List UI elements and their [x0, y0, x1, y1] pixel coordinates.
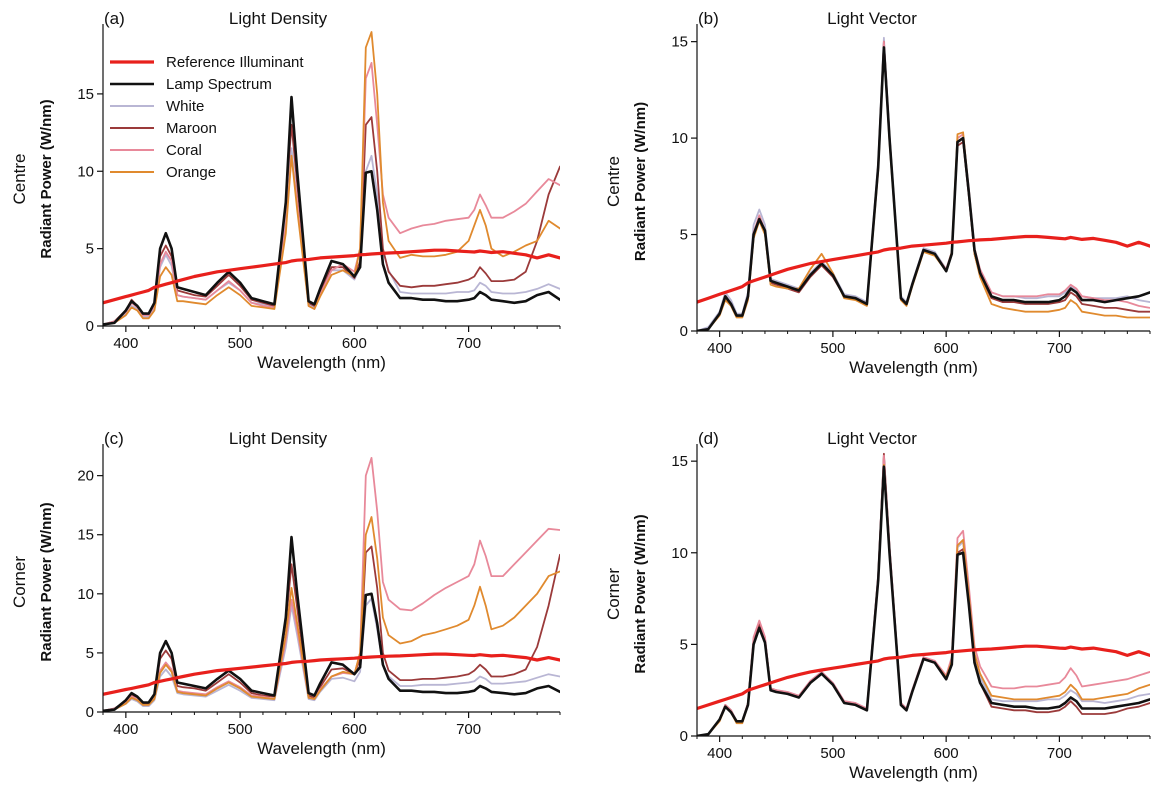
series-line-orange — [103, 31, 560, 326]
series-line-maroon — [103, 545, 560, 712]
series-line-reference-illuminant — [697, 644, 1150, 711]
y-tick-label: 15 — [77, 527, 94, 544]
x-tick-label: 400 — [113, 335, 138, 352]
panel-title: Light Density — [229, 9, 328, 28]
panel-b: 400 500 600 700 0 5 10 15 Wavelength (nm) Radiant… — [604, 9, 1151, 377]
y-tick-label: 0 — [86, 704, 94, 721]
legend-label: Reference Illuminant — [166, 54, 304, 71]
panel-tag: (b) — [698, 9, 719, 28]
row-label: Centre — [10, 153, 29, 204]
y-tick-label: 10 — [671, 130, 688, 147]
series-line-maroon — [697, 452, 1150, 736]
series-line-reference-illuminant — [103, 652, 560, 696]
series-line-lamp-spectrum — [697, 465, 1150, 736]
series-line-coral — [697, 454, 1150, 736]
y-axis-label: Radiant Power (W/nm) — [632, 102, 649, 261]
x-tick-label: 600 — [934, 340, 959, 357]
panel-c: 400 500 600 700 0 5 10 15 20 Wavelength (nm) Radia… — [10, 429, 561, 758]
panel-tag: (d) — [698, 429, 719, 448]
x-tick-label: 700 — [456, 335, 481, 352]
series-line-orange — [697, 48, 1150, 331]
y-tick-label: 0 — [680, 323, 688, 340]
x-tick-label: 500 — [820, 340, 845, 357]
y-axis-label: Radiant Power (W/nm) — [632, 514, 649, 673]
x-tick-label: 400 — [113, 721, 138, 738]
y-tick-label: 20 — [77, 468, 94, 485]
panel-tag: (a) — [104, 9, 125, 28]
series-line-reference-illuminant — [103, 248, 560, 305]
x-axis-label: Wavelength (nm) — [257, 739, 386, 758]
y-tick-label: 5 — [86, 645, 94, 662]
row-label: Corner — [604, 568, 623, 620]
y-axis-label: Radiant Power (W/nm) — [38, 99, 55, 258]
y-tick-label: 15 — [77, 86, 94, 103]
legend-label: Coral — [166, 142, 202, 159]
series-line-lamp-spectrum — [103, 535, 560, 712]
y-tick-label: 5 — [680, 227, 688, 244]
y-tick-label: 10 — [77, 586, 94, 603]
legend-label: Orange — [166, 164, 216, 181]
legend: Reference Illuminant Lamp Spectrum White Ma… — [110, 54, 304, 181]
series-line-lamp-spectrum — [103, 95, 560, 326]
series-line-white — [697, 36, 1150, 331]
series-line-coral — [697, 40, 1150, 331]
y-tick-label: 5 — [86, 241, 94, 258]
x-axis-label: Wavelength (nm) — [257, 353, 386, 372]
y-tick-label: 15 — [671, 453, 688, 470]
series-line-white — [697, 456, 1150, 736]
x-tick-label: 600 — [342, 335, 367, 352]
x-tick-label: 500 — [820, 745, 845, 762]
legend-label: Maroon — [166, 120, 217, 137]
series-line-orange — [697, 463, 1150, 736]
x-axis-label: Wavelength (nm) — [849, 358, 978, 377]
series-line-reference-illuminant — [697, 234, 1150, 304]
legend-label: White — [166, 98, 204, 115]
row-label: Corner — [10, 556, 29, 608]
x-tick-label: 700 — [1047, 745, 1072, 762]
x-tick-label: 600 — [342, 721, 367, 738]
y-axis-label: Radiant Power (W/nm) — [38, 502, 55, 661]
x-tick-label: 600 — [934, 745, 959, 762]
series-line-lamp-spectrum — [697, 46, 1150, 331]
panel-title: Light Vector — [827, 9, 917, 28]
legend-label: Lamp Spectrum — [166, 76, 272, 93]
y-tick-label: 0 — [86, 318, 94, 335]
panel-d: 400 500 600 700 0 5 10 15 Wavelength (nm) Radiant… — [604, 429, 1151, 782]
panel-title: Light Density — [229, 429, 328, 448]
y-tick-label: 10 — [77, 163, 94, 180]
x-tick-label: 700 — [456, 721, 481, 738]
x-axis-label: Wavelength (nm) — [849, 763, 978, 782]
x-tick-label: 700 — [1047, 340, 1072, 357]
y-tick-label: 15 — [671, 34, 688, 51]
panel-a: 400 500 600 700 0 5 10 15 Wavelength (nm) Radiant… — [10, 9, 561, 372]
x-tick-label: 400 — [707, 745, 732, 762]
y-tick-label: 0 — [680, 728, 688, 745]
x-tick-label: 400 — [707, 340, 732, 357]
row-label: Centre — [604, 156, 623, 207]
y-tick-label: 10 — [671, 545, 688, 562]
x-tick-label: 500 — [228, 721, 253, 738]
panel-title: Light Vector — [827, 429, 917, 448]
series-line-maroon — [697, 40, 1150, 331]
panel-tag: (c) — [104, 429, 124, 448]
x-tick-label: 500 — [228, 335, 253, 352]
y-tick-label: 5 — [680, 636, 688, 653]
series-line-orange — [103, 516, 560, 712]
